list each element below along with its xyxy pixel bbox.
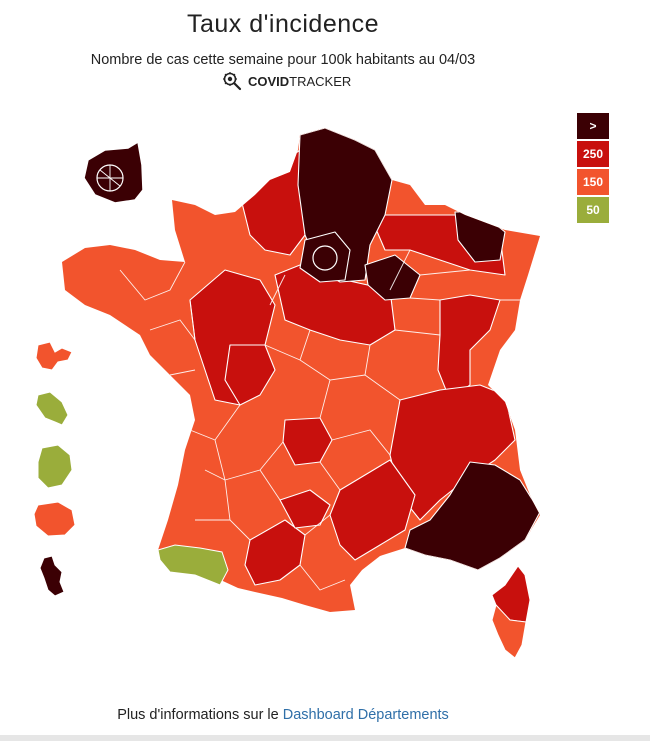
dept-region-ile-de-france[interactable] [299,231,351,283]
bottom-scrollbar[interactable] [0,735,650,741]
dept-guyane[interactable] [37,444,73,489]
dept-region-paca[interactable] [404,461,540,571]
brand-name: COVIDTRACKER [248,73,352,89]
dept-la-reunion[interactable] [33,501,76,537]
legend: > 250 150 50 [577,113,609,225]
legend-swatch-medium: 150 [577,169,609,195]
dept-region-occitanie-west[interactable] [244,519,306,586]
footer-text: Plus d'informations sur le Dashboard Dép… [117,707,449,723]
legend-swatch-very-high: > [577,113,609,139]
covidtracker-logo[interactable]: COVIDTRACKER [222,71,351,91]
paris-highlight-circle [312,245,338,271]
dept-region-occitanie-east[interactable] [329,459,416,561]
dashboard-departements-link[interactable]: Dashboard Départements [282,707,449,723]
dept-region-bourgogne-east[interactable] [437,294,501,401]
legend-swatch-high: 250 [577,141,609,167]
france-incidence-map [33,128,540,659]
page-title: Taux d'incidence [186,10,380,38]
dept-guadeloupe[interactable] [35,341,73,371]
virus-magnifier-icon [223,72,242,91]
page-subtitle: Nombre de cas cette semaine pour 100k ha… [90,52,476,68]
department-borders [119,249,520,591]
dept-mayotte[interactable] [39,555,65,597]
legend-swatch-low: 50 [577,197,609,223]
dept-martinique[interactable] [35,391,69,426]
dept-corse-du-sud[interactable] [491,603,527,659]
dept-pyrenees-atlantiques[interactable] [157,544,229,586]
dept-region-tarn[interactable] [279,489,331,529]
paris-inset[interactable] [83,140,144,204]
